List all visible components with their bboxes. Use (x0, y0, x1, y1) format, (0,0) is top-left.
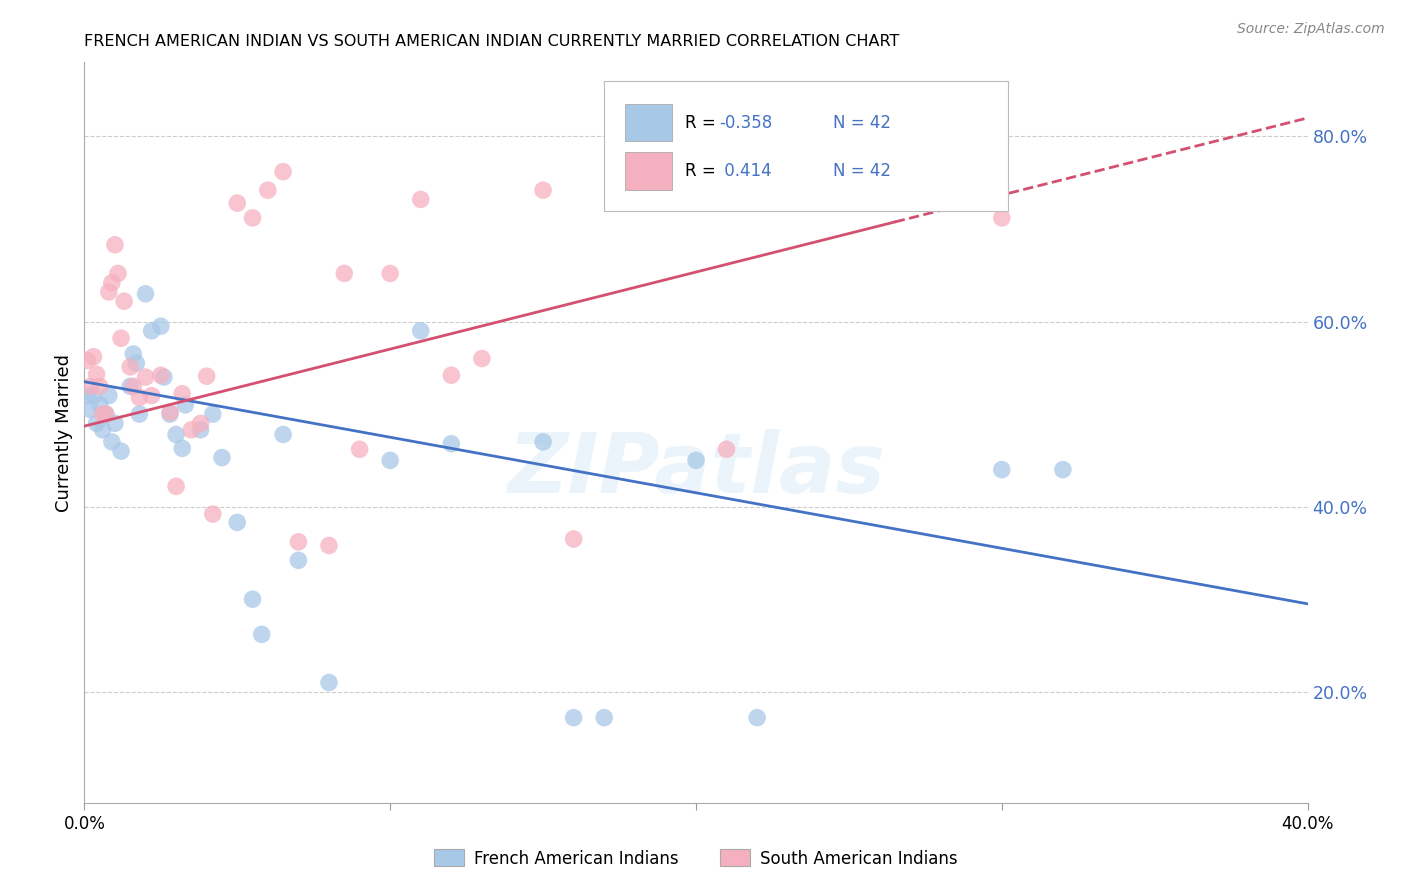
Point (471, 351, 494, 366)
Point (287, 553, 309, 567)
Point (172, 442, 194, 456)
Legend: French American Indians, South American Indians: French American Indians, South American … (426, 841, 966, 876)
Point (190, 423, 212, 437)
Point (86, 368, 108, 382)
Point (271, 427, 294, 442)
Point (271, 164, 294, 178)
Point (76, 389, 98, 403)
Point (318, 539, 340, 553)
Point (333, 267, 356, 281)
FancyBboxPatch shape (626, 104, 672, 142)
Point (120, 359, 142, 374)
Text: R =: R = (685, 162, 721, 180)
Point (125, 356, 148, 370)
Point (149, 319, 172, 334)
Point (409, 324, 432, 338)
Point (91, 407, 114, 421)
Point (101, 434, 124, 449)
Point (159, 405, 181, 419)
Point (380, 453, 402, 467)
Point (242, 211, 264, 225)
Point (195, 369, 218, 384)
Point (79, 379, 101, 393)
Point (685, 453, 707, 467)
Point (128, 391, 150, 405)
Point (287, 534, 309, 549)
Point (104, 237, 127, 252)
Text: -0.358: -0.358 (718, 114, 772, 132)
Point (1052, 462, 1074, 476)
Y-axis label: Currently Married: Currently Married (55, 353, 73, 512)
Text: Source: ZipAtlas.com: Source: ZipAtlas.com (1237, 22, 1385, 37)
Point (97, 285, 120, 299)
Point (76, 353, 98, 368)
Point (94, 407, 117, 421)
Point (380, 267, 402, 281)
Point (172, 386, 194, 401)
Point (211, 450, 233, 465)
Point (190, 417, 212, 431)
Point (747, 711, 769, 725)
Point (120, 379, 142, 393)
Text: N = 42: N = 42 (832, 114, 890, 132)
Point (141, 324, 163, 338)
Point (135, 370, 157, 384)
Point (201, 507, 224, 521)
Point (440, 436, 463, 450)
Point (991, 211, 1014, 225)
Point (180, 423, 202, 437)
Point (107, 267, 129, 281)
Point (159, 407, 181, 421)
Text: FRENCH AMERICAN INDIAN VS SOUTH AMERICAN INDIAN CURRENTLY MARRIED CORRELATION CH: FRENCH AMERICAN INDIAN VS SOUTH AMERICAN… (84, 34, 900, 49)
Point (110, 444, 132, 458)
Point (318, 675, 340, 690)
Point (128, 407, 150, 421)
Point (716, 442, 738, 457)
Point (86, 417, 108, 431)
Point (101, 276, 124, 290)
Point (174, 398, 197, 412)
Text: N = 42: N = 42 (832, 162, 890, 180)
Point (122, 379, 145, 393)
Point (991, 462, 1014, 476)
Point (242, 592, 264, 607)
Point (409, 193, 432, 207)
Point (122, 347, 145, 361)
Point (149, 368, 172, 383)
Point (349, 442, 371, 457)
Point (153, 370, 176, 384)
Point (135, 286, 157, 301)
Point (226, 196, 249, 211)
Point (89, 398, 111, 412)
Point (165, 427, 187, 442)
Text: ZIPatlas: ZIPatlas (508, 429, 884, 510)
Point (141, 389, 163, 403)
Point (562, 711, 585, 725)
Point (593, 711, 616, 725)
Point (89, 379, 111, 393)
Point (531, 434, 554, 449)
Point (440, 368, 463, 383)
Point (562, 532, 585, 546)
FancyBboxPatch shape (626, 153, 672, 190)
Point (104, 417, 127, 431)
Point (91, 423, 114, 437)
Point (257, 183, 280, 197)
FancyBboxPatch shape (605, 81, 1008, 211)
Point (83, 350, 105, 364)
Point (97, 389, 120, 403)
Point (94, 407, 117, 421)
Point (250, 627, 273, 641)
Point (110, 331, 132, 345)
Text: R =: R = (685, 114, 721, 132)
Point (226, 516, 249, 530)
Point (83, 389, 105, 403)
Point (531, 183, 554, 197)
Point (79, 402, 101, 417)
Text: 0.414: 0.414 (718, 162, 772, 180)
Point (201, 407, 224, 421)
Point (112, 294, 135, 309)
Point (165, 479, 187, 493)
